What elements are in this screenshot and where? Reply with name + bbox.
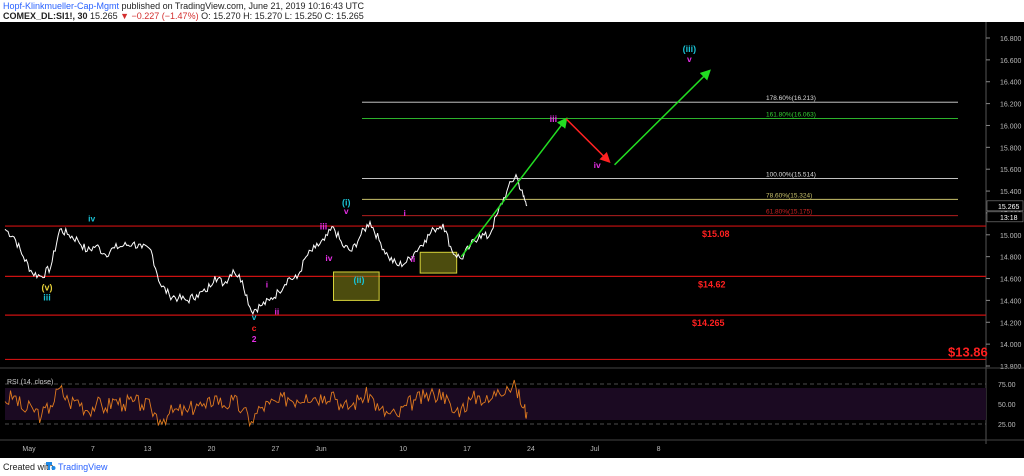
wave-label: (ii)	[354, 275, 365, 285]
level-label: $14.62	[698, 279, 726, 289]
wave-label: (i)	[342, 197, 351, 207]
x-tick-label: Jul	[590, 446, 599, 453]
fib-label: 161.80%(16.063)	[766, 112, 816, 119]
wave-label: iii	[320, 221, 328, 231]
tradingview-logo-icon	[46, 462, 56, 470]
wave-label: v	[687, 54, 692, 64]
level-label: $13.86	[948, 344, 988, 359]
chart-background	[0, 22, 1024, 458]
projection-arrow	[565, 118, 611, 164]
x-tick-label: 7	[91, 446, 95, 453]
current-price-label: 15.265	[998, 204, 1020, 211]
fib-label: 100.00%(15.514)	[766, 172, 816, 179]
tradingview-brand-link[interactable]: TradingView	[58, 462, 108, 472]
wave-label: iv	[594, 160, 601, 170]
publish-info: published on TradingView.com, June 21, 2…	[121, 1, 365, 11]
y-tick-label: 14.600	[1000, 277, 1022, 284]
x-tick-label: Jun	[315, 446, 326, 453]
price-change: ▼ −0.227 (−1.47%)	[120, 11, 199, 21]
author-link[interactable]: Hopf-Klinkmueller-Cap-Mgmt	[3, 1, 120, 11]
rsi-pane: 75.00 50.00 25.00 RSI (14, close)	[0, 367, 1024, 429]
publish-line: Hopf-Klinkmueller-Cap-Mgmt published on …	[3, 1, 364, 11]
y-tick-label: 15.400	[1000, 189, 1022, 196]
chart-header: Hopf-Klinkmueller-Cap-Mgmt published on …	[0, 0, 1024, 22]
highlight-box	[419, 251, 458, 274]
projection-arrow	[460, 117, 568, 258]
wave-label: v	[344, 206, 349, 216]
wave-label: i	[266, 279, 268, 289]
level-label: $14.265	[692, 318, 725, 328]
price-chart[interactable]: 16.800 16.600 16.400 16.200 16.000 15.800 15.6…	[0, 22, 1024, 458]
wave-label: i	[403, 208, 405, 218]
y-tick-label: 16.800	[1000, 36, 1022, 43]
projection-arrows	[460, 69, 711, 258]
level-label: $15.08	[702, 229, 730, 239]
y-tick-label: 15.800	[1000, 145, 1022, 152]
wave-label: iv	[88, 214, 95, 224]
wave-label: iv	[325, 253, 332, 263]
rsi-label: RSI (14, close)	[7, 379, 53, 386]
wave-label: 2	[252, 334, 257, 344]
ohlc-values: O: 15.270 H: 15.270 L: 15.250 C: 15.265	[201, 11, 364, 21]
rsi-tick-label: 50.00	[998, 402, 1016, 409]
x-tick-label: 13	[144, 446, 152, 453]
wave-label: iii	[550, 114, 558, 124]
y-tick-label: 16.600	[1000, 58, 1022, 65]
x-tick-label: 17	[463, 446, 471, 453]
current-time-tag	[986, 211, 1024, 223]
rsi-tick-label: 75.00	[998, 382, 1016, 389]
projection-arrow	[614, 69, 711, 166]
price-series	[4, 173, 528, 315]
fib-label: 178.60%(16.213)	[766, 95, 816, 102]
x-tick-label: 24	[527, 446, 535, 453]
x-tick-label: 20	[208, 446, 216, 453]
support-resistance-levels: $15.08 $14.62 $14.265 $13.86	[5, 225, 988, 361]
current-time-label: 13:18	[1000, 215, 1018, 222]
price-axis: 16.800 16.600 16.400 16.200 16.000 15.800 15.6…	[985, 22, 1024, 444]
current-price-tag	[986, 200, 1024, 212]
y-tick-label: 14.400	[1000, 298, 1022, 305]
wave-label: ii	[411, 254, 416, 264]
y-tick-label: 16.200	[1000, 102, 1022, 109]
y-tick-label: 16.000	[1000, 123, 1022, 130]
price-change-value: −0.227 (−1.47%)	[131, 11, 199, 21]
rsi-tick-label: 25.00	[998, 422, 1016, 429]
last-price: 15.265	[90, 11, 118, 21]
highlight-box	[333, 271, 380, 301]
time-axis: May 7 13 20 27 Jun 10 17 24 Jul 8	[0, 439, 1024, 453]
y-tick-label: 14.800	[1000, 255, 1022, 262]
y-tick-label: 14.000	[1000, 342, 1022, 349]
y-tick-label: 14.200	[1000, 320, 1022, 327]
wave-label: (v)	[41, 283, 52, 293]
fibonacci-levels: 178.60%(16.213) 161.80%(16.063) 100.00%(15…	[362, 95, 958, 217]
x-tick-label: 8	[657, 446, 661, 453]
symbol-line: COMEX_DL:SI1!, 30 15.265 ▼ −0.227 (−1.47…	[3, 11, 364, 21]
wave-label: ii	[275, 307, 280, 317]
rsi-line	[4, 379, 528, 428]
y-tick-label: 15.000	[1000, 233, 1022, 240]
y-tick-label: 16.400	[1000, 80, 1022, 87]
x-tick-label: 27	[271, 446, 279, 453]
wave-label: iii	[43, 292, 51, 302]
created-with-text: Created with	[3, 462, 54, 472]
wave-label: (iii)	[683, 44, 697, 54]
wave-label: c	[252, 323, 257, 333]
x-tick-label: 10	[399, 446, 407, 453]
wave-label: v	[252, 312, 257, 322]
symbol-name: COMEX_DL:SI1!, 30	[3, 11, 88, 21]
fib-label: 78.60%(15.324)	[766, 192, 812, 199]
y-tick-label: 15.600	[1000, 167, 1022, 174]
price-line	[4, 173, 528, 315]
wave-labels: iv(v)iiiiiivc2iiiiv(i)v(ii)iiiiiiiv(iii)…	[41, 44, 696, 344]
chart-footer: Created with TradingView	[0, 458, 1024, 476]
fib-label: 61.80%(15.175)	[766, 209, 812, 216]
highlight-boxes	[333, 251, 458, 301]
x-tick-label: May	[22, 446, 36, 453]
